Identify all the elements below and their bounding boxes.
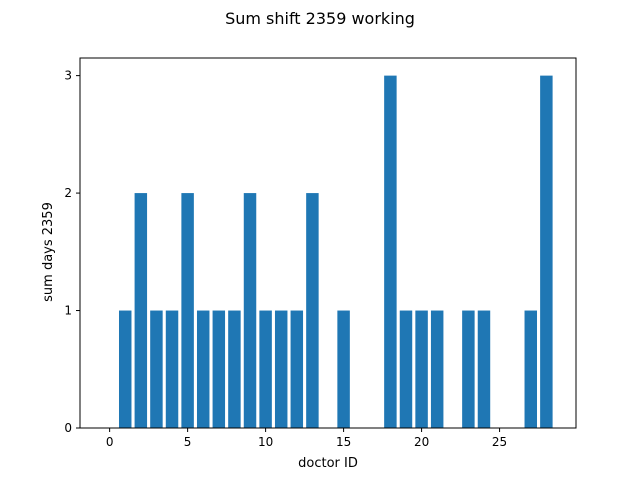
x-tick-label: 15 xyxy=(336,435,351,449)
bar-doctor-4 xyxy=(165,310,179,428)
bar-doctor-21 xyxy=(430,310,444,428)
bar-doctor-20 xyxy=(415,310,428,428)
x-tick-label: 5 xyxy=(184,435,192,449)
x-tick-label: 10 xyxy=(258,435,273,449)
bar-doctor-9 xyxy=(243,193,257,428)
bar-doctor-12 xyxy=(290,310,304,428)
bar-doctor-24 xyxy=(477,310,491,428)
bar-doctor-6 xyxy=(196,310,210,428)
bar-doctor-3 xyxy=(150,310,163,428)
bars-group xyxy=(118,75,553,428)
bar-doctor-18 xyxy=(384,75,397,428)
bar-doctor-1 xyxy=(118,310,132,428)
bar-doctor-8 xyxy=(228,310,241,428)
bar-doctor-28 xyxy=(540,75,553,428)
bar-doctor-13 xyxy=(306,193,319,428)
y-tick-label: 1 xyxy=(64,304,72,318)
x-axis-label: doctor ID xyxy=(298,456,358,471)
plot-frame xyxy=(79,57,577,429)
y-axis-label: sum days 2359 xyxy=(41,202,56,302)
x-axis-ticks: 0 5 10 15 20 25 xyxy=(106,428,507,449)
bar-doctor-19 xyxy=(399,310,413,428)
y-tick-label: 3 xyxy=(64,69,72,83)
bar-doctor-11 xyxy=(274,310,288,428)
chart-title: Sum shift 2359 working xyxy=(225,9,415,28)
x-tick-label: 25 xyxy=(492,435,507,449)
bar-doctor-10 xyxy=(259,310,272,428)
y-axis-ticks: 0 1 2 3 xyxy=(64,69,80,435)
bar-doctor-23 xyxy=(462,310,475,428)
y-tick-label: 0 xyxy=(64,421,72,435)
bar-doctor-27 xyxy=(524,310,538,428)
bar-doctor-5 xyxy=(181,193,194,428)
x-tick-label: 0 xyxy=(106,435,114,449)
bar-doctor-2 xyxy=(134,193,148,428)
x-tick-label: 20 xyxy=(414,435,429,449)
y-tick-label: 2 xyxy=(64,186,72,200)
bar-doctor-7 xyxy=(212,310,226,428)
bar-doctor-15 xyxy=(337,310,350,428)
